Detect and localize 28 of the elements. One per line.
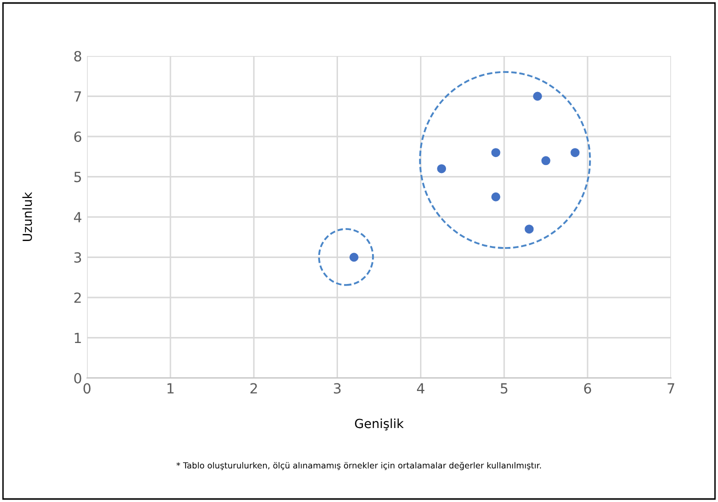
- x-tick-label: 7: [668, 383, 674, 394]
- text: * Tablo oluşturulurken, ölçü alınamamış örnekler için ortalamalar değerler kullanılmıştır.: [176, 462, 541, 470]
- y-tick-label: 0: [74, 372, 82, 384]
- y-tick-label: 1: [74, 332, 81, 344]
- y-axis-title: Uzunluk: [22, 192, 32, 242]
- point: [533, 92, 542, 101]
- y-tick-label: 8: [74, 50, 82, 62]
- x-tick-label: 6: [584, 383, 592, 394]
- point: [349, 252, 358, 262]
- x-tick-label: 5: [500, 383, 508, 394]
- point: [491, 148, 500, 158]
- x-tick-label: 2: [250, 383, 257, 394]
- y-tick-label: 3: [74, 252, 82, 263]
- point: [524, 224, 534, 234]
- point: [437, 164, 446, 174]
- point: [491, 192, 500, 202]
- x-tick-label: 0: [83, 383, 90, 394]
- y-tick-label: 5: [74, 172, 81, 182]
- x-axis-title: Genişlik: [354, 418, 404, 430]
- y-tick-label: 7: [74, 91, 81, 102]
- point: [570, 148, 580, 158]
- y-tick-label: 6: [74, 131, 82, 142]
- y-tick-label: 4: [74, 212, 82, 222]
- x-tick-label: 3: [334, 383, 341, 394]
- y-tick-label: 2: [74, 292, 81, 303]
- point: [541, 156, 550, 166]
- x-tick-label: 1: [168, 383, 174, 394]
- x-tick-label: 4: [416, 383, 424, 394]
